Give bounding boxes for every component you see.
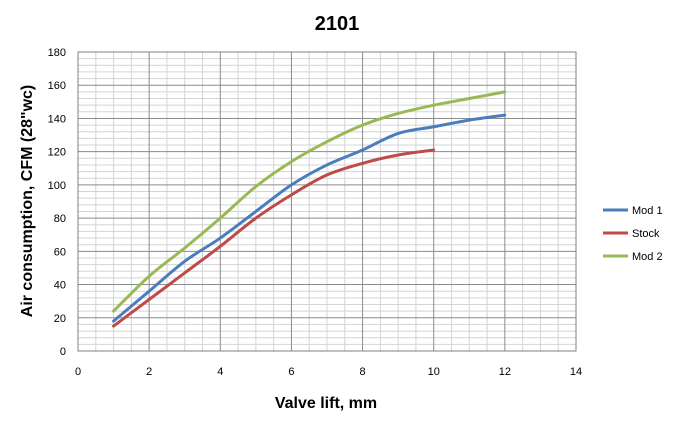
y-tick-label: 40 <box>54 280 66 292</box>
x-tick-label: 4 <box>217 366 223 378</box>
legend-label-mod-1: Mod 1 <box>632 205 663 217</box>
series-line-mod-2 <box>112 90 507 313</box>
y-tick-label: 140 <box>48 113 66 125</box>
series-lines <box>112 90 507 328</box>
legend-label-mod-2: Mod 2 <box>632 251 663 263</box>
x-tick-label: 6 <box>288 366 294 378</box>
y-tick-label: 120 <box>48 147 66 159</box>
grid <box>77 51 577 352</box>
x-tick-label: 14 <box>570 366 582 378</box>
y-tick-label: 160 <box>48 80 66 92</box>
plot-area-border <box>77 51 577 352</box>
y-tick-label: 60 <box>54 246 66 258</box>
series-line-mod-1 <box>112 113 507 323</box>
legend-label-stock: Stock <box>632 228 660 240</box>
y-tick-label: 80 <box>54 213 66 225</box>
y-axis-label: Air consumption, CFM (28"wc) <box>19 85 36 317</box>
y-tick-label: 0 <box>60 346 66 358</box>
series-line-stock <box>112 148 436 328</box>
y-tick-label: 180 <box>48 47 66 59</box>
y-tick-label: 20 <box>54 313 66 325</box>
chart-title: 2101 <box>315 13 360 35</box>
x-tick-label: 0 <box>75 366 81 378</box>
x-axis-label: Valve lift, mm <box>275 395 377 412</box>
y-tick-label: 100 <box>48 180 66 192</box>
x-tick-label: 10 <box>428 366 440 378</box>
legend: Mod 1 Stock Mod 2 <box>603 205 663 263</box>
x-tick-label: 8 <box>360 366 366 378</box>
x-tick-label: 12 <box>499 366 511 378</box>
x-tick-label: 2 <box>146 366 152 378</box>
